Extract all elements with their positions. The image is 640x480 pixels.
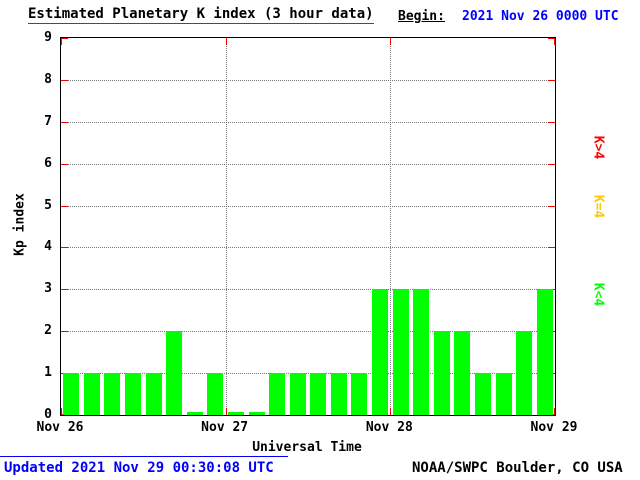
footer-divider — [0, 456, 288, 457]
y-tick-mark — [548, 121, 555, 123]
h-gridline — [61, 331, 555, 333]
kp-bar — [207, 373, 224, 415]
begin-label: Begin: — [398, 9, 445, 24]
kp-bar — [125, 373, 142, 415]
x-tick-label: Nov 27 — [201, 420, 249, 435]
kp-bar — [248, 412, 265, 415]
y-tick-mark — [548, 79, 555, 81]
y-tick-mark — [548, 205, 555, 207]
y-axis-label: Kp index — [12, 193, 28, 256]
kp-bar — [474, 373, 491, 415]
v-gridline — [225, 38, 227, 415]
h-gridline — [61, 205, 555, 207]
kp-bar — [351, 373, 368, 415]
x-tick-mark — [61, 38, 62, 45]
kp-bar — [227, 412, 244, 415]
x-tick-mark — [225, 38, 227, 45]
kp-bar — [269, 373, 286, 415]
y-tick-label: 6 — [44, 155, 52, 171]
x-tick-mark — [554, 408, 555, 415]
h-gridline — [61, 247, 555, 249]
kp-bar — [83, 373, 100, 415]
y-tick-label: 2 — [44, 323, 52, 339]
x-tick-mark — [390, 38, 392, 45]
kp-bar — [330, 373, 347, 415]
legend-k-eq-4: K=4 — [590, 194, 606, 219]
kp-bar — [372, 289, 389, 415]
kp-bar — [392, 289, 409, 415]
y-tick-mark — [61, 163, 68, 165]
v-gridline — [390, 38, 392, 415]
h-gridline — [61, 79, 555, 81]
kp-bar — [454, 331, 471, 415]
y-tick-label: 7 — [44, 113, 52, 129]
legend-k-gt-4: K>4 — [590, 135, 606, 160]
kp-bar — [310, 373, 327, 415]
kp-bar — [495, 373, 512, 415]
y-tick-mark — [548, 247, 555, 249]
y-tick-label: 9 — [44, 30, 52, 45]
kp-bar — [433, 331, 450, 415]
y-tick-mark — [61, 205, 68, 207]
x-tick-label: Nov 29 — [530, 420, 578, 435]
plot-area — [60, 37, 556, 416]
y-tick-label: 0 — [44, 407, 52, 422]
kp-bar — [166, 331, 183, 415]
y-tick-mark — [61, 289, 68, 291]
kp-bar — [104, 373, 121, 415]
y-tick-mark — [61, 331, 68, 333]
y-tick-mark — [548, 163, 555, 165]
h-gridline — [61, 121, 555, 123]
kp-bar — [186, 412, 203, 415]
updated-timestamp: Updated 2021 Nov 29 00:30:08 UTC — [4, 460, 274, 476]
kp-bar — [289, 373, 306, 415]
kp-bar — [145, 373, 162, 415]
h-gridline — [61, 373, 555, 375]
h-gridline — [61, 163, 555, 165]
y-tick-mark — [548, 38, 555, 39]
y-tick-label: 8 — [44, 71, 52, 87]
x-axis-label: Universal Time — [252, 440, 362, 455]
x-tick-mark — [554, 38, 555, 45]
y-tick-mark — [61, 79, 68, 81]
kp-bar — [516, 331, 533, 415]
kp-bar — [63, 373, 80, 415]
y-tick-mark — [61, 38, 68, 39]
x-tick-label: Nov 28 — [365, 420, 413, 435]
y-tick-label: 1 — [44, 365, 52, 381]
y-tick-label: 3 — [44, 281, 52, 297]
legend-k-lt-4: K<4 — [590, 282, 606, 307]
kp-bar — [413, 289, 430, 415]
x-tick-mark — [225, 408, 227, 415]
x-tick-mark — [390, 408, 392, 415]
h-gridline — [61, 289, 555, 291]
x-tick-label: Nov 26 — [36, 420, 84, 435]
kp-bar — [536, 289, 553, 415]
x-tick-mark — [61, 408, 62, 415]
y-tick-mark — [61, 247, 68, 249]
begin-value: 2021 Nov 26 0000 UTC — [462, 9, 619, 24]
source-credit: NOAA/SWPC Boulder, CO USA — [412, 460, 623, 476]
y-tick-label: 5 — [44, 197, 52, 213]
y-tick-mark — [61, 121, 68, 123]
y-tick-label: 4 — [44, 239, 52, 255]
chart-title: Estimated Planetary K index (3 hour data… — [28, 6, 374, 24]
